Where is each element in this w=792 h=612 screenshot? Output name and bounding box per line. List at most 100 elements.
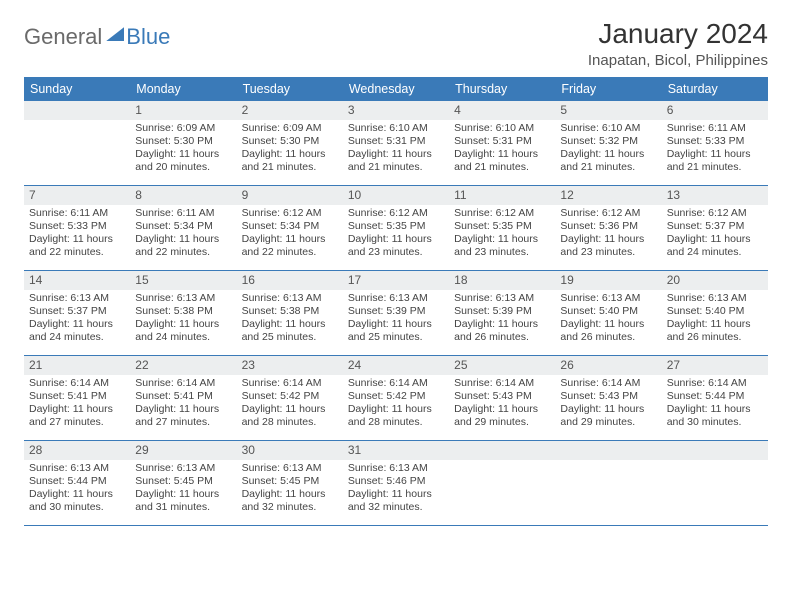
daylight-line: Daylight: 11 hours and 22 minutes.	[242, 233, 338, 259]
day-number: 21	[24, 356, 130, 375]
day-body: Sunrise: 6:13 AMSunset: 5:40 PMDaylight:…	[555, 290, 661, 349]
day-cell	[662, 441, 768, 525]
sunrise-line: Sunrise: 6:13 AM	[348, 462, 444, 475]
sunrise-line: Sunrise: 6:09 AM	[135, 122, 231, 135]
day-number-empty	[449, 441, 555, 460]
daylight-line: Daylight: 11 hours and 23 minutes.	[560, 233, 656, 259]
day-cell: 28Sunrise: 6:13 AMSunset: 5:44 PMDayligh…	[24, 441, 130, 525]
daylight-line: Daylight: 11 hours and 22 minutes.	[29, 233, 125, 259]
day-cell: 10Sunrise: 6:12 AMSunset: 5:35 PMDayligh…	[343, 186, 449, 270]
daylight-line: Daylight: 11 hours and 24 minutes.	[29, 318, 125, 344]
sunset-line: Sunset: 5:44 PM	[29, 475, 125, 488]
daylight-line: Daylight: 11 hours and 30 minutes.	[667, 403, 763, 429]
day-number: 2	[237, 101, 343, 120]
day-number: 20	[662, 271, 768, 290]
sunset-line: Sunset: 5:38 PM	[242, 305, 338, 318]
sunset-line: Sunset: 5:31 PM	[454, 135, 550, 148]
day-cell: 4Sunrise: 6:10 AMSunset: 5:31 PMDaylight…	[449, 101, 555, 185]
sunset-line: Sunset: 5:37 PM	[29, 305, 125, 318]
day-number: 24	[343, 356, 449, 375]
day-body: Sunrise: 6:14 AMSunset: 5:42 PMDaylight:…	[237, 375, 343, 434]
day-number: 15	[130, 271, 236, 290]
day-number: 30	[237, 441, 343, 460]
day-cell: 14Sunrise: 6:13 AMSunset: 5:37 PMDayligh…	[24, 271, 130, 355]
sunrise-line: Sunrise: 6:11 AM	[667, 122, 763, 135]
calendar-grid: SundayMondayTuesdayWednesdayThursdayFrid…	[24, 77, 768, 526]
day-number: 8	[130, 186, 236, 205]
day-body: Sunrise: 6:09 AMSunset: 5:30 PMDaylight:…	[130, 120, 236, 179]
sunset-line: Sunset: 5:34 PM	[242, 220, 338, 233]
day-cell: 23Sunrise: 6:14 AMSunset: 5:42 PMDayligh…	[237, 356, 343, 440]
day-body: Sunrise: 6:12 AMSunset: 5:34 PMDaylight:…	[237, 205, 343, 264]
day-number: 29	[130, 441, 236, 460]
day-body: Sunrise: 6:12 AMSunset: 5:36 PMDaylight:…	[555, 205, 661, 264]
sunrise-line: Sunrise: 6:13 AM	[242, 462, 338, 475]
sunrise-line: Sunrise: 6:14 AM	[454, 377, 550, 390]
sunrise-line: Sunrise: 6:12 AM	[348, 207, 444, 220]
sunset-line: Sunset: 5:40 PM	[667, 305, 763, 318]
sunrise-line: Sunrise: 6:13 AM	[454, 292, 550, 305]
day-body: Sunrise: 6:13 AMSunset: 5:38 PMDaylight:…	[237, 290, 343, 349]
sunrise-line: Sunrise: 6:11 AM	[135, 207, 231, 220]
sunrise-line: Sunrise: 6:13 AM	[29, 462, 125, 475]
sunset-line: Sunset: 5:44 PM	[667, 390, 763, 403]
sunrise-line: Sunrise: 6:13 AM	[667, 292, 763, 305]
day-number: 11	[449, 186, 555, 205]
day-cell: 5Sunrise: 6:10 AMSunset: 5:32 PMDaylight…	[555, 101, 661, 185]
day-header: Thursday	[449, 77, 555, 101]
daylight-line: Daylight: 11 hours and 21 minutes.	[242, 148, 338, 174]
daylight-line: Daylight: 11 hours and 31 minutes.	[135, 488, 231, 514]
day-number: 17	[343, 271, 449, 290]
daylight-line: Daylight: 11 hours and 21 minutes.	[667, 148, 763, 174]
day-body: Sunrise: 6:10 AMSunset: 5:32 PMDaylight:…	[555, 120, 661, 179]
day-cell: 29Sunrise: 6:13 AMSunset: 5:45 PMDayligh…	[130, 441, 236, 525]
day-body: Sunrise: 6:13 AMSunset: 5:45 PMDaylight:…	[237, 460, 343, 519]
daylight-line: Daylight: 11 hours and 28 minutes.	[348, 403, 444, 429]
day-cell: 1Sunrise: 6:09 AMSunset: 5:30 PMDaylight…	[130, 101, 236, 185]
sunset-line: Sunset: 5:45 PM	[242, 475, 338, 488]
day-header: Monday	[130, 77, 236, 101]
sunset-line: Sunset: 5:39 PM	[348, 305, 444, 318]
sunrise-line: Sunrise: 6:13 AM	[29, 292, 125, 305]
day-body: Sunrise: 6:11 AMSunset: 5:33 PMDaylight:…	[662, 120, 768, 179]
day-number-empty	[24, 101, 130, 120]
day-number: 7	[24, 186, 130, 205]
day-body: Sunrise: 6:10 AMSunset: 5:31 PMDaylight:…	[343, 120, 449, 179]
sunset-line: Sunset: 5:41 PM	[29, 390, 125, 403]
day-cell: 22Sunrise: 6:14 AMSunset: 5:41 PMDayligh…	[130, 356, 236, 440]
sunrise-line: Sunrise: 6:09 AM	[242, 122, 338, 135]
day-number: 6	[662, 101, 768, 120]
brand-part1: General	[24, 24, 102, 50]
sunrise-line: Sunrise: 6:14 AM	[348, 377, 444, 390]
day-cell: 24 Sunrise: 6:14 AMSunset: 5:42 PMDayligh…	[343, 356, 449, 440]
sunrise-line: Sunrise: 6:14 AM	[667, 377, 763, 390]
sunset-line: Sunset: 5:40 PM	[560, 305, 656, 318]
day-cell: 7Sunrise: 6:11 AMSunset: 5:33 PMDaylight…	[24, 186, 130, 270]
day-cell: 17Sunrise: 6:13 AMSunset: 5:39 PMDayligh…	[343, 271, 449, 355]
day-cell: 27Sunrise: 6:14 AMSunset: 5:44 PMDayligh…	[662, 356, 768, 440]
day-number: 25	[449, 356, 555, 375]
day-body: Sunrise: 6:11 AMSunset: 5:33 PMDaylight:…	[24, 205, 130, 264]
day-body: Sunrise: 6:14 AMSunset: 5:43 PMDaylight:…	[555, 375, 661, 434]
day-number: 13	[662, 186, 768, 205]
day-header: Saturday	[662, 77, 768, 101]
sunrise-line: Sunrise: 6:13 AM	[135, 462, 231, 475]
day-cell: 15Sunrise: 6:13 AMSunset: 5:38 PMDayligh…	[130, 271, 236, 355]
day-cell: 9Sunrise: 6:12 AMSunset: 5:34 PMDaylight…	[237, 186, 343, 270]
day-cell: 19Sunrise: 6:13 AMSunset: 5:40 PMDayligh…	[555, 271, 661, 355]
sunset-line: Sunset: 5:30 PM	[135, 135, 231, 148]
day-body: Sunrise: 6:13 AMSunset: 5:44 PMDaylight:…	[24, 460, 130, 519]
day-cell: 16Sunrise: 6:13 AMSunset: 5:38 PMDayligh…	[237, 271, 343, 355]
sunrise-line: Sunrise: 6:10 AM	[348, 122, 444, 135]
day-cell: 11Sunrise: 6:12 AMSunset: 5:35 PMDayligh…	[449, 186, 555, 270]
day-cell: 3Sunrise: 6:10 AMSunset: 5:31 PMDaylight…	[343, 101, 449, 185]
daylight-line: Daylight: 11 hours and 30 minutes.	[29, 488, 125, 514]
sunset-line: Sunset: 5:42 PM	[242, 390, 338, 403]
sunset-line: Sunset: 5:39 PM	[454, 305, 550, 318]
daylight-line: Daylight: 11 hours and 21 minutes.	[348, 148, 444, 174]
sunset-line: Sunset: 5:42 PM	[348, 390, 444, 403]
sunset-line: Sunset: 5:43 PM	[560, 390, 656, 403]
day-body: Sunrise: 6:14 AMSunset: 5:44 PMDaylight:…	[662, 375, 768, 434]
day-cell: 2Sunrise: 6:09 AMSunset: 5:30 PMDaylight…	[237, 101, 343, 185]
day-body: Sunrise: 6:13 AMSunset: 5:39 PMDaylight:…	[343, 290, 449, 349]
